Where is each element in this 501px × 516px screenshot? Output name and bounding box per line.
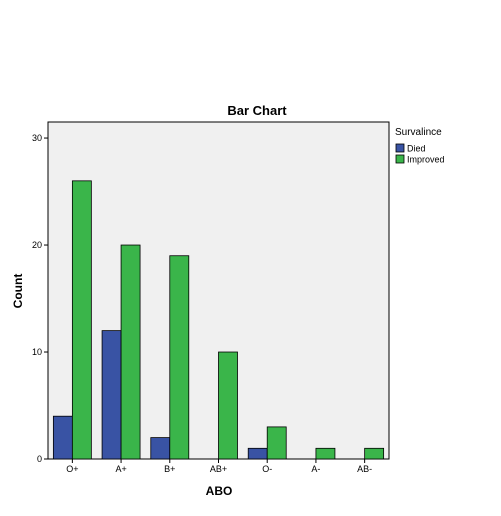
legend-label-improved: Improved (407, 155, 445, 165)
legend-swatch-improved (395, 154, 405, 164)
bar-improved-O+ (71, 180, 92, 460)
y-axis: 0 10 20 30 (32, 133, 48, 464)
bar-improved-A- (315, 447, 336, 460)
y-axis-title: Count (11, 274, 25, 309)
legend-label-died: Died (407, 144, 426, 154)
legend-swatch-died (395, 143, 405, 153)
x-tick-label-AB-: AB- (357, 464, 372, 474)
bar-improved-AB+ (218, 351, 238, 460)
bar-died-B+ (150, 437, 171, 460)
x-axis: O+ A+ B+ AB+ O- A- AB- (66, 459, 372, 474)
y-tick-label-20: 20 (32, 240, 42, 250)
bars-group (52, 180, 385, 460)
x-tick-label-A+: A+ (115, 464, 126, 474)
bar-died-O- (247, 447, 268, 460)
bar-improved-A+ (120, 244, 141, 460)
x-tick-label-AB+: AB+ (210, 464, 227, 474)
bar-died-O+ (52, 415, 73, 460)
y-tick-label-10: 10 (32, 347, 42, 357)
y-tick-label-0: 0 (37, 454, 42, 464)
bar-improved-AB- (364, 447, 385, 460)
y-tick-label-30: 30 (32, 133, 42, 143)
bar-died-A+ (101, 330, 122, 460)
x-tick-label-O-: O- (262, 464, 272, 474)
x-tick-label-O+: O+ (66, 464, 78, 474)
x-tick-label-B+: B+ (164, 464, 175, 474)
chart-title: Bar Chart (227, 103, 287, 118)
bar-improved-B+ (169, 255, 190, 460)
x-tick-label-A-: A- (311, 464, 320, 474)
legend-title: Survalince (395, 127, 442, 138)
x-axis-title: ABO (206, 484, 233, 498)
bar-improved-O- (266, 426, 287, 460)
